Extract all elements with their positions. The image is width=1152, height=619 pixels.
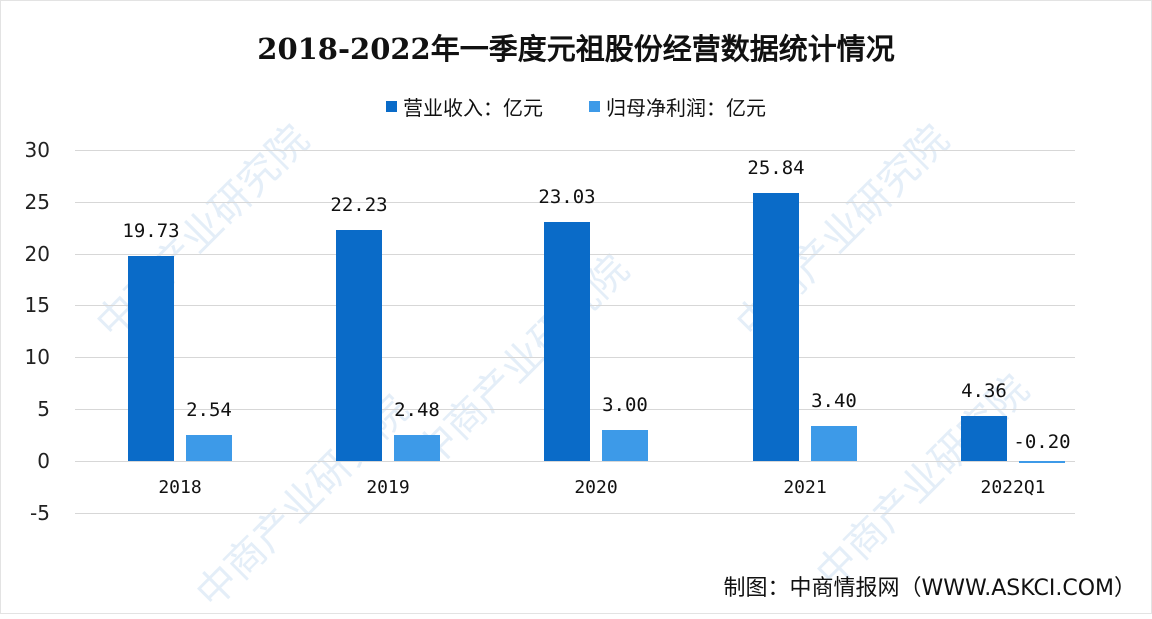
bar-revenue-2019 — [336, 230, 382, 461]
y-tick-label: 15 — [24, 293, 50, 318]
bar-revenue-2021 — [753, 193, 799, 461]
bar-profit-2020 — [602, 429, 648, 461]
data-label: 3.00 — [602, 393, 648, 416]
data-label: 2.48 — [394, 399, 440, 422]
bar-profit-2018 — [186, 434, 232, 461]
bar-profit-2021 — [811, 425, 857, 461]
y-tick-label: 30 — [24, 137, 50, 162]
bar-revenue-2022Q1 — [961, 415, 1007, 461]
x-tick-label: 2020 — [574, 477, 618, 498]
legend-swatch-revenue — [386, 101, 397, 112]
y-tick-label: 25 — [24, 189, 50, 214]
data-label: 3.40 — [811, 389, 857, 412]
chart-title: 2018-2022年一季度元祖股份经营数据统计情况 — [257, 32, 895, 66]
data-label: -0.20 — [1013, 431, 1071, 453]
x-tick-label: 2022Q1 — [980, 477, 1046, 498]
x-tick-label: 2018 — [158, 477, 202, 498]
y-tick-label: -5 — [30, 500, 50, 525]
bar-profit-2019 — [394, 435, 440, 461]
data-label: 25.84 — [747, 157, 805, 180]
bar-revenue-2018 — [128, 256, 174, 461]
gridline — [75, 201, 1075, 203]
data-label: 19.73 — [122, 220, 180, 243]
y-tick-label: 20 — [24, 241, 50, 266]
legend-label-profit: 归母净利润：亿元 — [606, 96, 766, 120]
data-label: 23.03 — [538, 186, 596, 209]
x-tick-label: 2021 — [783, 477, 827, 498]
y-tick-label: 5 — [37, 397, 50, 422]
data-label: 22.23 — [330, 194, 388, 217]
y-tick-label: 10 — [24, 345, 50, 370]
x-tick-label: 2019 — [366, 477, 410, 498]
gridline — [75, 512, 1075, 514]
legend-swatch-profit — [589, 101, 600, 112]
data-label: 2.54 — [186, 398, 232, 421]
bar-revenue-2020 — [544, 222, 590, 461]
legend-item-revenue: 营业收入：亿元 — [386, 92, 543, 121]
legend-label-revenue: 营业收入：亿元 — [403, 96, 543, 120]
gridline — [75, 149, 1075, 151]
source-credit: 制图：中商情报网（WWW.ASKCI.COM） — [723, 576, 1136, 601]
bar-profit-2022Q1 — [1019, 461, 1065, 464]
legend-item-profit: 归母净利润：亿元 — [589, 92, 766, 121]
data-label: 4.36 — [961, 379, 1007, 402]
y-tick-label: 0 — [37, 449, 50, 473]
gridline — [75, 461, 1075, 462]
legend: 营业收入：亿元 归母净利润：亿元 — [0, 92, 1152, 121]
